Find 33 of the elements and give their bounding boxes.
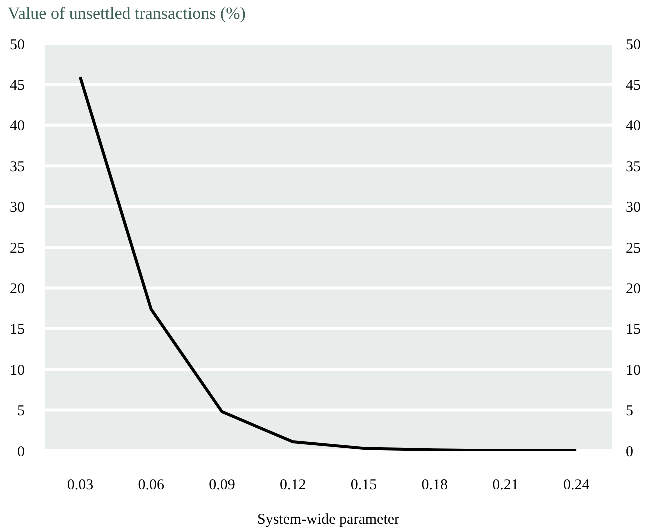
y2-tick-label: 40 — [626, 118, 641, 135]
y2-tick-label: 0 — [626, 444, 634, 460]
x-tick-label: 0.09 — [209, 478, 236, 494]
x-axis-title: System-wide parameter — [257, 512, 400, 528]
y-tick-label: 0 — [18, 444, 25, 460]
y2-tick-label: 35 — [626, 159, 641, 176]
y2-tick-label: 30 — [626, 200, 641, 216]
y2-tick-label: 10 — [626, 362, 641, 379]
x-tick-label: 0.21 — [492, 478, 519, 494]
y-tick-label: 35 — [10, 159, 25, 176]
y2-tick-label: 45 — [626, 78, 641, 94]
y-tick-label: 15 — [10, 322, 25, 338]
y2-tick-label: 20 — [626, 282, 641, 298]
line-series — [78, 76, 578, 451]
y-tick-label: 45 — [10, 78, 25, 94]
x-tick-label: 0.15 — [350, 478, 378, 494]
y-tick-label: 40 — [10, 118, 25, 135]
y2-tick-label: 5 — [626, 404, 634, 420]
y-tick-label: 10 — [10, 362, 25, 379]
y-tick-label: 50 — [10, 37, 25, 54]
y-tick-label: 5 — [18, 404, 25, 420]
chart-title: Value of unsettled transactions (%) — [8, 4, 246, 24]
y2-tick-label: 15 — [626, 322, 641, 338]
x-tick-label: 0.24 — [563, 478, 590, 494]
x-tick-label: 0.12 — [280, 478, 306, 494]
y-tick-label: 30 — [10, 200, 25, 216]
x-tick-label: 0.06 — [138, 478, 165, 494]
y-tick-label: 25 — [10, 240, 25, 257]
x-tick-label: 0.03 — [67, 478, 94, 494]
y-tick-label: 20 — [10, 282, 25, 298]
x-tick-label: 0.18 — [422, 478, 448, 494]
y2-tick-label: 25 — [626, 240, 641, 257]
y2-tick-label: 50 — [626, 37, 641, 54]
